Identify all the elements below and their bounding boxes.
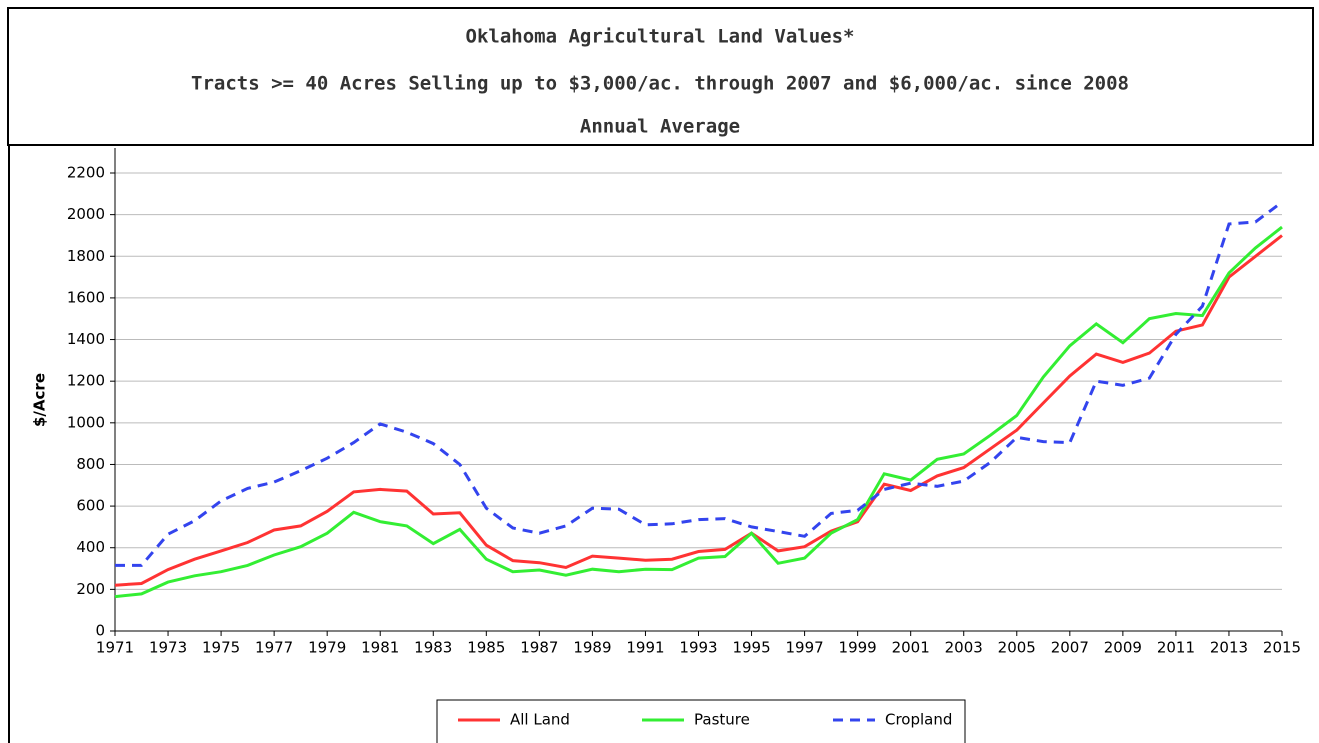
x-tick-label: 1995 [732,639,770,657]
x-tick-label: 1987 [520,639,558,657]
x-tick-label: 1973 [149,639,187,657]
y-tick-label: 1000 [67,413,105,431]
x-tick-label: 1979 [308,639,346,657]
x-tick-label: 1975 [202,639,240,657]
x-tick-label: 1999 [839,639,877,657]
title-box [7,7,1314,146]
y-tick-label: 1600 [67,288,105,306]
x-tick-label: 2009 [1104,639,1142,657]
legend-label: Cropland [885,711,952,729]
chart-subtitle: Tracts >= 40 Acres Selling up to $3,000/… [191,73,1129,95]
legend-label: All Land [510,711,570,729]
x-tick-label: 2003 [945,639,983,657]
series-line [115,200,1283,567]
legend-box [436,699,966,743]
x-tick-label: 2015 [1263,639,1301,657]
x-tick-label: 2001 [892,639,930,657]
y-axis-label: $/Acre [31,373,49,427]
y-tick-label: 400 [76,538,105,556]
x-tick-label: 1993 [679,639,717,657]
y-tick-label: 1800 [67,247,105,265]
x-tick-label: 1991 [626,639,664,657]
y-tick-label: 2200 [67,164,105,182]
y-tick-label: 1200 [67,372,105,390]
x-tick-label: 2005 [998,639,1036,657]
x-tick-label: 2011 [1157,639,1195,657]
y-tick-label: 200 [76,580,105,598]
x-tick-label: 2007 [1051,639,1089,657]
x-tick-label: 1989 [573,639,611,657]
x-tick-label: 1983 [414,639,452,657]
y-tick-label: 0 [95,622,105,640]
y-tick-label: 800 [76,455,105,473]
legend-label: Pasture [694,711,750,729]
y-tick-label: 2000 [67,205,105,223]
x-tick-label: 2013 [1210,639,1248,657]
chart-title: Oklahoma Agricultural Land Values* [466,26,855,48]
y-tick-label: 1400 [67,330,105,348]
series-line [114,225,1283,599]
x-tick-label: 1981 [361,639,399,657]
x-tick-label: 1971 [96,639,134,657]
x-tick-label: 1985 [467,639,505,657]
x-tick-label: 1977 [255,639,293,657]
x-tick-label: 1997 [785,639,823,657]
chart-subtitle: Annual Average [580,116,740,138]
y-tick-label: 600 [76,497,105,515]
series-line [114,234,1283,587]
